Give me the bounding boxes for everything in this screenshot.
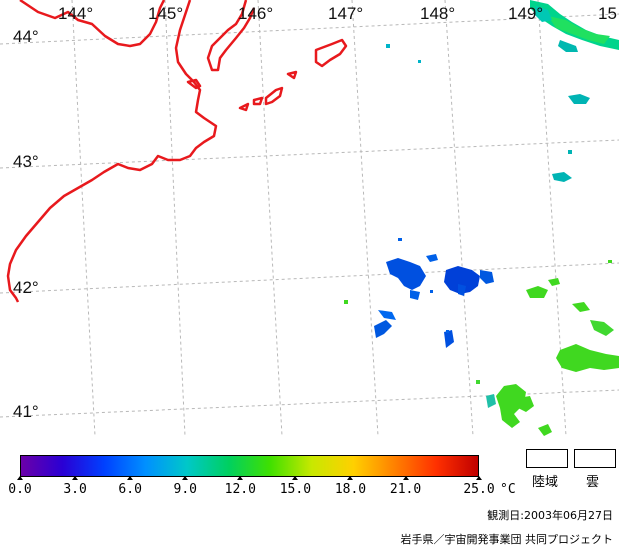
- colorbar-tick-label: 15.0: [279, 482, 312, 497]
- longitude-label-148: 148°: [420, 4, 456, 23]
- colorbar-tick-label: 21.0: [389, 482, 422, 497]
- coastline: [6, 0, 348, 303]
- colorbar-tick-label: 0.0: [8, 482, 32, 497]
- colorbar-tick-mark: [17, 476, 23, 480]
- cloud-legend-label: 雲: [586, 475, 600, 490]
- colorbar-unit: °C: [500, 482, 516, 497]
- latitude-label-42: 42°: [13, 278, 39, 297]
- colorbar-tick-label: 6.0: [118, 482, 142, 497]
- colorbar-tick-label: 9.0: [173, 482, 197, 497]
- latitude-label-44: 44°: [13, 27, 39, 46]
- colorbar-tick-mark: [237, 476, 244, 480]
- longitude-label-147: 147°: [328, 4, 364, 23]
- colorbar-tick-mark: [476, 476, 482, 480]
- latitude-label-41: 41°: [13, 402, 39, 421]
- longitude-label-144: 144°: [58, 4, 94, 23]
- colorbar-tick-label: 25.0: [463, 482, 495, 497]
- colorbar-tick-label: 3.0: [63, 482, 87, 497]
- colorbar-tick-mark: [127, 476, 134, 480]
- sea-surface-temperature-map: [0, 0, 619, 436]
- land-legend-swatch: [526, 449, 568, 468]
- longitude-label-146: 146°: [238, 4, 274, 23]
- latitude-label-43: 43°: [13, 152, 39, 171]
- colorbar-tick-label: 18.0: [334, 482, 367, 497]
- observation-date: 観測日:2003年06月27日: [487, 509, 613, 522]
- credit-text: 岩手県／宇宙開発事業団 共同プロジェクト: [400, 533, 614, 546]
- longitude-label-150: 15: [598, 4, 617, 23]
- longitude-label-149: 149°: [508, 4, 544, 23]
- colorbar-tick-mark: [72, 476, 79, 480]
- colorbar-tick-mark: [292, 476, 299, 480]
- colorbar-tick-mark: [347, 476, 354, 480]
- sst-patches: [344, 0, 619, 436]
- colorbar-tick-mark: [402, 476, 409, 480]
- cloud-legend-swatch: [574, 449, 616, 468]
- colorbar-tick-mark: [182, 476, 189, 480]
- longitude-label-145: 145°: [148, 4, 184, 23]
- temperature-colorbar: [20, 455, 479, 477]
- colorbar-tick-label: 12.0: [224, 482, 256, 497]
- land-legend-label: 陸域: [532, 475, 559, 490]
